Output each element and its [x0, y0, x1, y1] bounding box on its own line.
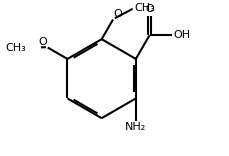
Text: CH₃: CH₃ — [5, 43, 26, 53]
Text: NH₂: NH₂ — [125, 122, 146, 132]
Text: O: O — [38, 37, 47, 47]
Text: O: O — [113, 9, 122, 19]
Text: OH: OH — [172, 30, 189, 40]
Text: O: O — [144, 4, 153, 14]
Text: CH₃: CH₃ — [134, 3, 154, 13]
